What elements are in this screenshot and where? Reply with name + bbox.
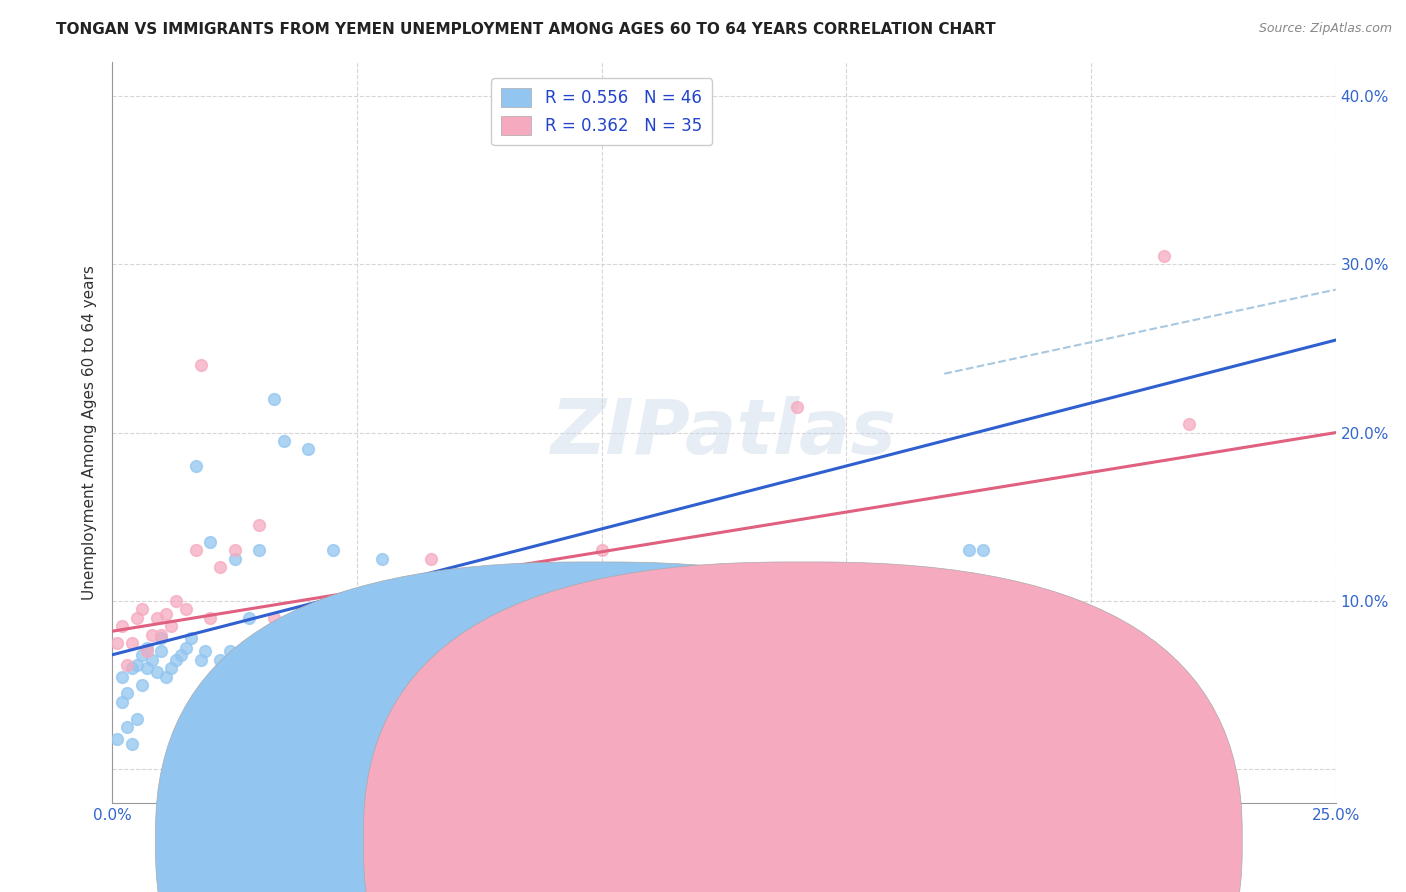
Point xyxy=(141,653,163,667)
Point xyxy=(121,661,143,675)
Point xyxy=(135,640,157,655)
Point xyxy=(111,695,134,709)
Point xyxy=(160,619,183,633)
Point xyxy=(541,594,564,608)
Point xyxy=(131,602,153,616)
Point xyxy=(209,653,232,667)
Point xyxy=(419,762,441,776)
Point xyxy=(165,653,187,667)
Point xyxy=(247,518,270,533)
Point xyxy=(263,392,285,406)
Point xyxy=(395,762,418,776)
Point xyxy=(125,610,148,624)
Point xyxy=(150,627,173,641)
Point xyxy=(141,627,163,641)
Point xyxy=(174,640,197,655)
Point xyxy=(1153,249,1175,263)
Point xyxy=(219,644,242,658)
Point xyxy=(160,661,183,675)
Point xyxy=(145,665,167,679)
Point xyxy=(297,644,319,658)
Text: Source: ZipAtlas.com: Source: ZipAtlas.com xyxy=(1258,22,1392,36)
Point xyxy=(125,712,148,726)
Point xyxy=(468,594,491,608)
Point xyxy=(972,543,994,558)
Point xyxy=(209,560,232,574)
Point xyxy=(180,631,202,645)
Point xyxy=(591,543,613,558)
Point xyxy=(247,543,270,558)
Point xyxy=(273,661,295,675)
Point xyxy=(224,551,246,566)
Point xyxy=(135,644,157,658)
Point xyxy=(135,661,157,675)
Point xyxy=(150,644,173,658)
Point xyxy=(184,543,207,558)
Point xyxy=(200,610,222,624)
Point xyxy=(115,720,138,734)
Point xyxy=(125,657,148,672)
Point xyxy=(155,607,177,622)
Point xyxy=(165,594,187,608)
Point xyxy=(150,631,173,645)
Point xyxy=(370,653,392,667)
Point xyxy=(263,610,285,624)
Point xyxy=(336,762,359,776)
Point xyxy=(336,745,359,759)
Point xyxy=(200,535,222,549)
Point xyxy=(957,543,980,558)
Point xyxy=(492,661,515,675)
Point xyxy=(170,648,193,662)
Legend: R = 0.556   N = 46, R = 0.362   N = 35: R = 0.556 N = 46, R = 0.362 N = 35 xyxy=(492,78,711,145)
Text: Tongans: Tongans xyxy=(624,833,686,848)
Point xyxy=(190,359,212,373)
Point xyxy=(111,619,134,633)
Point xyxy=(307,762,329,776)
Text: Immigrants from Yemen: Immigrants from Yemen xyxy=(832,833,1015,848)
Point xyxy=(105,731,128,746)
Point xyxy=(419,551,441,566)
Point xyxy=(115,686,138,700)
Point xyxy=(786,401,808,415)
Point xyxy=(145,610,167,624)
Text: TONGAN VS IMMIGRANTS FROM YEMEN UNEMPLOYMENT AMONG AGES 60 TO 64 YEARS CORRELATI: TONGAN VS IMMIGRANTS FROM YEMEN UNEMPLOY… xyxy=(56,22,995,37)
Point xyxy=(370,551,392,566)
Point xyxy=(190,653,212,667)
Point xyxy=(121,636,143,650)
Point xyxy=(991,762,1014,776)
Point xyxy=(1178,417,1201,432)
Point xyxy=(395,758,418,772)
Point xyxy=(273,434,295,448)
Point xyxy=(174,602,197,616)
Text: ZIPatlas: ZIPatlas xyxy=(551,396,897,469)
Point xyxy=(224,543,246,558)
Point xyxy=(111,670,134,684)
Point xyxy=(194,644,217,658)
Point xyxy=(322,543,344,558)
Point xyxy=(115,657,138,672)
Point xyxy=(184,459,207,474)
Point xyxy=(238,610,260,624)
Point xyxy=(346,594,368,608)
Point xyxy=(444,602,467,616)
Point xyxy=(297,442,319,457)
Y-axis label: Unemployment Among Ages 60 to 64 years: Unemployment Among Ages 60 to 64 years xyxy=(82,265,97,600)
Point xyxy=(131,648,153,662)
Point xyxy=(121,737,143,751)
Point xyxy=(131,678,153,692)
Point xyxy=(155,670,177,684)
Point xyxy=(105,636,128,650)
Point xyxy=(204,754,226,768)
